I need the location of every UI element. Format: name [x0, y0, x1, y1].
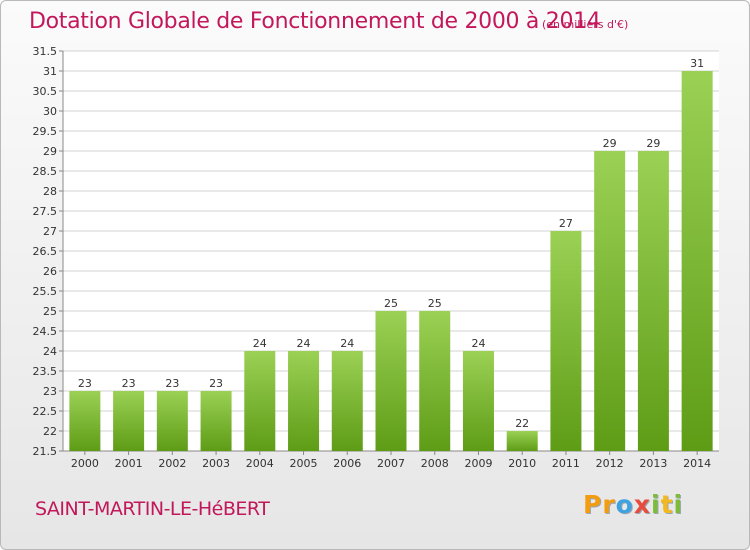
bar	[331, 351, 363, 451]
x-tick-label: 2006	[333, 457, 361, 470]
y-tick-label: 31.5	[33, 45, 58, 58]
y-tick-label: 30.5	[33, 85, 58, 98]
data-label: 24	[253, 337, 267, 350]
logo-letter: r	[602, 490, 616, 519]
chart-unit: (en milliers d'€)	[542, 18, 629, 31]
bar	[637, 151, 669, 451]
x-tick-label: 2009	[464, 457, 492, 470]
logo-letter: x	[633, 490, 651, 519]
data-label: 25	[428, 297, 442, 310]
data-label: 23	[165, 377, 179, 390]
y-tick-label: 22.5	[33, 405, 58, 418]
y-tick-label: 30	[43, 105, 57, 118]
x-tick-label: 2012	[596, 457, 624, 470]
bar	[200, 391, 232, 451]
bar	[375, 311, 407, 451]
data-label: 24	[297, 337, 311, 350]
logo-letter: P	[583, 490, 603, 519]
bar	[550, 231, 582, 451]
data-label: 29	[603, 137, 617, 150]
x-tick-label: 2014	[683, 457, 711, 470]
bar	[419, 311, 451, 451]
data-label: 25	[384, 297, 398, 310]
bar	[244, 351, 276, 451]
chart-title: Dotation Globale de Fonctionnement de 20…	[29, 9, 601, 34]
y-tick-label: 25	[43, 305, 57, 318]
data-label: 24	[471, 337, 485, 350]
y-tick-label: 23.5	[33, 365, 58, 378]
y-tick-label: 28	[43, 185, 57, 198]
logo-letter: t	[660, 490, 674, 519]
y-tick-label: 26.5	[33, 245, 58, 258]
y-tick-label: 31	[43, 65, 57, 78]
y-tick-label: 21.5	[33, 445, 58, 458]
x-tick-label: 2002	[158, 457, 186, 470]
y-tick-label: 24	[43, 345, 57, 358]
y-tick-label: 26	[43, 265, 57, 278]
x-tick-label: 2005	[290, 457, 318, 470]
y-tick-label: 29.5	[33, 125, 58, 138]
x-tick-label: 2013	[639, 457, 667, 470]
bar	[288, 351, 320, 451]
x-tick-label: 2000	[71, 457, 99, 470]
bar	[681, 71, 713, 451]
logo-letter: i	[673, 490, 684, 519]
bar	[69, 391, 101, 451]
data-label: 23	[78, 377, 92, 390]
data-label: 29	[646, 137, 660, 150]
y-tick-label: 25.5	[33, 285, 58, 298]
y-tick-label: 27.5	[33, 205, 58, 218]
bar	[113, 391, 145, 451]
x-tick-label: 2007	[377, 457, 405, 470]
y-tick-label: 24.5	[33, 325, 58, 338]
x-tick-label: 2011	[552, 457, 580, 470]
y-tick-label: 22	[43, 425, 57, 438]
data-label: 23	[122, 377, 136, 390]
commune-name: SAINT-MARTIN-LE-HéBERT	[35, 498, 270, 520]
data-label: 24	[340, 337, 354, 350]
logo-letter: o	[615, 490, 634, 519]
bar	[462, 351, 494, 451]
logo-letter: i	[651, 490, 661, 519]
y-tick-label: 28.5	[33, 165, 58, 178]
x-tick-label: 2010	[508, 457, 536, 470]
data-label: 22	[515, 417, 529, 430]
proxiti-logo: Proxiti	[583, 490, 683, 519]
x-tick-label: 2004	[246, 457, 274, 470]
bar	[594, 151, 626, 451]
x-tick-label: 2003	[202, 457, 230, 470]
x-tick-label: 2008	[421, 457, 449, 470]
data-label: 27	[559, 217, 573, 230]
bar	[506, 431, 538, 451]
bar	[156, 391, 188, 451]
y-tick-label: 29	[43, 145, 57, 158]
x-tick-label: 2001	[115, 457, 143, 470]
data-label: 31	[690, 57, 704, 70]
y-tick-label: 23	[43, 385, 57, 398]
y-tick-label: 27	[43, 225, 57, 238]
data-label: 23	[209, 377, 223, 390]
